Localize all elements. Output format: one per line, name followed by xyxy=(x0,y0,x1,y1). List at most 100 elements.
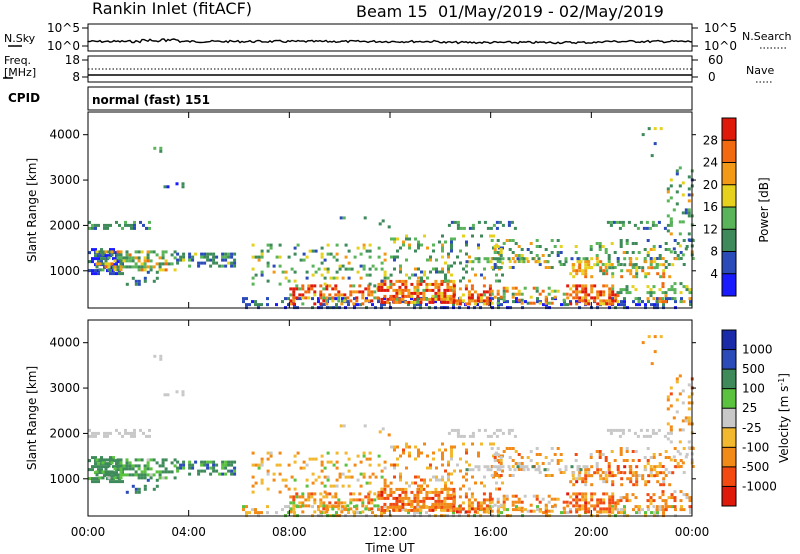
power-cell xyxy=(575,287,579,291)
power-cell xyxy=(134,265,138,269)
velocity-cell xyxy=(350,475,354,479)
velocity-cell xyxy=(650,511,653,515)
power-cell xyxy=(101,268,105,272)
velocity-cell xyxy=(381,427,385,431)
power-cell xyxy=(649,257,653,260)
velocity-cell xyxy=(496,468,500,471)
power-cell xyxy=(425,282,429,286)
velocity-cell xyxy=(479,504,483,508)
power-cell xyxy=(653,303,656,307)
power-cell xyxy=(145,226,148,230)
velocity-cell xyxy=(611,507,615,511)
power-cell xyxy=(414,267,417,271)
power-cell xyxy=(393,255,396,259)
velocity-cell xyxy=(417,484,420,488)
velocity-cell xyxy=(101,461,105,465)
velocity-cell xyxy=(233,469,237,473)
velocity-cell xyxy=(440,487,444,491)
velocity-cell xyxy=(188,472,192,476)
velocity-cell xyxy=(392,505,396,509)
power-cell xyxy=(370,293,374,297)
power-cell xyxy=(347,249,351,253)
power-cell xyxy=(410,282,414,286)
velocity-cell xyxy=(383,511,386,515)
power-cell xyxy=(152,250,156,254)
velocity-cell xyxy=(298,501,302,505)
power-cell xyxy=(673,282,677,286)
velocity-cell xyxy=(416,508,420,512)
power-cell xyxy=(416,282,420,286)
velocity-cell xyxy=(656,511,659,515)
velocity-colorbar-tick-label: 100 xyxy=(742,382,765,396)
velocity-cell xyxy=(637,459,641,462)
power-cell xyxy=(398,297,402,301)
power-cell xyxy=(485,302,489,306)
velocity-cell xyxy=(337,507,341,511)
power-cell xyxy=(104,259,108,263)
power-cell xyxy=(507,223,511,227)
velocity-cell xyxy=(678,452,682,456)
power-cell xyxy=(91,226,94,230)
velocity-cell xyxy=(646,459,650,462)
velocity-cell xyxy=(91,465,94,469)
velocity-cell xyxy=(194,460,198,464)
velocity-cell xyxy=(398,496,402,500)
velocity-cell xyxy=(621,431,625,435)
power-cell xyxy=(493,263,497,266)
power-cell xyxy=(578,266,582,270)
y-tick-label: 1000 xyxy=(49,264,80,278)
velocity-cell xyxy=(666,407,670,411)
velocity-cell xyxy=(623,508,626,512)
power-cell xyxy=(662,272,666,276)
velocity-cell xyxy=(97,468,100,472)
power-cell xyxy=(671,297,674,301)
power-cell xyxy=(254,273,258,277)
power-cell xyxy=(386,297,390,301)
power-cell xyxy=(559,263,563,266)
power-cell xyxy=(380,303,383,307)
velocity-cell xyxy=(602,480,606,484)
power-cell xyxy=(426,258,429,262)
velocity-cell xyxy=(446,508,450,512)
velocity-cell xyxy=(405,445,408,449)
velocity-cell xyxy=(322,495,326,499)
velocity-cell xyxy=(200,460,204,464)
velocity-cell xyxy=(465,478,468,482)
velocity-cell xyxy=(550,509,554,513)
power-cell xyxy=(608,263,612,267)
velocity-cell xyxy=(380,496,384,500)
velocity-cell xyxy=(684,419,688,423)
power-cell xyxy=(502,295,506,299)
velocity-cell xyxy=(679,499,683,503)
velocity-cell xyxy=(595,450,599,453)
velocity-cell xyxy=(620,483,624,487)
velocity-cell xyxy=(233,460,237,464)
power-cell xyxy=(121,272,124,276)
power-cell xyxy=(146,265,150,269)
power-cell xyxy=(517,245,521,248)
velocity-cell xyxy=(206,460,210,464)
velocity-cell xyxy=(209,460,213,464)
velocity-cell xyxy=(94,477,97,481)
velocity-cell xyxy=(668,505,671,509)
velocity-cell xyxy=(688,496,692,500)
power-cell xyxy=(408,246,411,250)
power-cell xyxy=(359,252,363,256)
velocity-cell xyxy=(566,492,570,496)
velocity-cell xyxy=(581,498,585,502)
velocity-cell xyxy=(589,453,593,456)
velocity-cell xyxy=(649,465,653,468)
power-cell xyxy=(575,272,579,276)
power-cell xyxy=(353,255,357,259)
velocity-cell xyxy=(459,457,462,461)
power-cell xyxy=(368,267,372,271)
velocity-cell xyxy=(635,483,639,487)
velocity-cell xyxy=(173,464,177,468)
velocity-cell xyxy=(672,416,676,420)
velocity-cell xyxy=(601,453,605,456)
power-cell xyxy=(450,249,453,253)
power-cell xyxy=(380,267,384,271)
velocity-cell xyxy=(590,495,594,499)
power-cell xyxy=(584,260,588,264)
velocity-cell xyxy=(673,499,677,503)
